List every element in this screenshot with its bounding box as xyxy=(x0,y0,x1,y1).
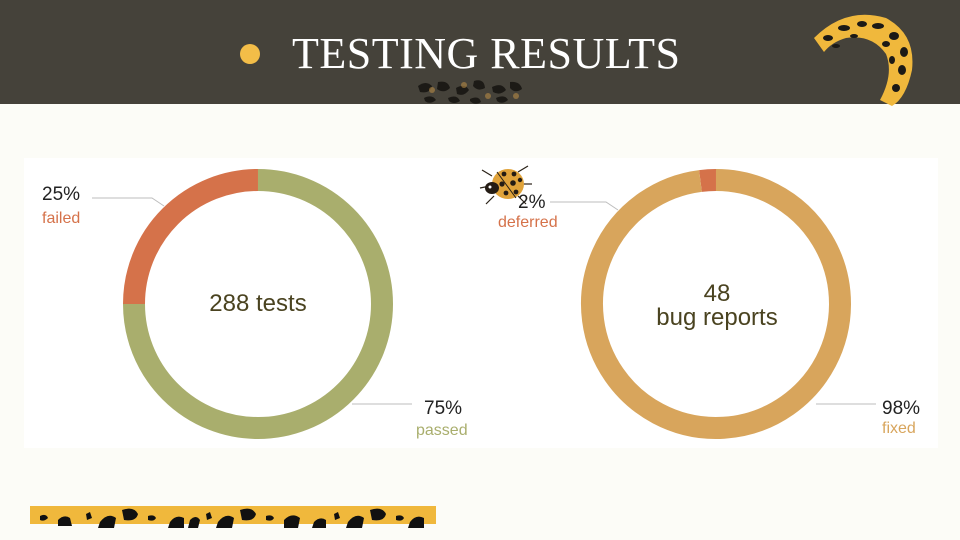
donut-slice-deferred xyxy=(699,169,717,192)
passed-percent-label: 75% xyxy=(424,398,463,419)
bugs-chart-panel: 2% deferred 98% fixed 48 bug reports xyxy=(478,158,938,448)
deferred-legend-label: deferred xyxy=(498,214,558,231)
leopard-print-arc xyxy=(814,14,913,106)
failed-legend-label: failed xyxy=(42,210,81,227)
leader-line-deferred xyxy=(550,201,619,211)
title-bullet xyxy=(240,44,260,64)
tests-center-label: 288 tests xyxy=(209,290,307,317)
fixed-percent-label: 98% xyxy=(882,398,921,419)
ladybug-icon xyxy=(479,165,532,205)
leopard-print-band xyxy=(30,506,436,528)
donut-slice-passed xyxy=(123,169,393,439)
title-bar: TESTING RESULTS xyxy=(0,0,960,106)
tests-chart-panel: 25% failed 75% passed 288 tests xyxy=(24,158,484,448)
leader-line-failed xyxy=(92,197,165,207)
bugs-center-caption: bug reports xyxy=(656,304,778,331)
fixed-legend-label: fixed xyxy=(882,420,916,437)
bugs-center-count: 48 xyxy=(703,280,731,307)
donut-slice-fixed xyxy=(581,169,851,439)
leopard-print-strip xyxy=(418,80,522,104)
slide-title: TESTING RESULTS xyxy=(292,29,681,78)
bugs-donut-chart xyxy=(550,169,876,439)
tests-donut-chart xyxy=(92,169,412,439)
bugs-center-label: 48 bug reports xyxy=(628,282,806,330)
donut-slice-failed xyxy=(123,169,259,305)
passed-legend-label: passed xyxy=(416,422,468,439)
deferred-percent-label: 2% xyxy=(518,192,546,213)
failed-percent-label: 25% xyxy=(42,184,81,205)
